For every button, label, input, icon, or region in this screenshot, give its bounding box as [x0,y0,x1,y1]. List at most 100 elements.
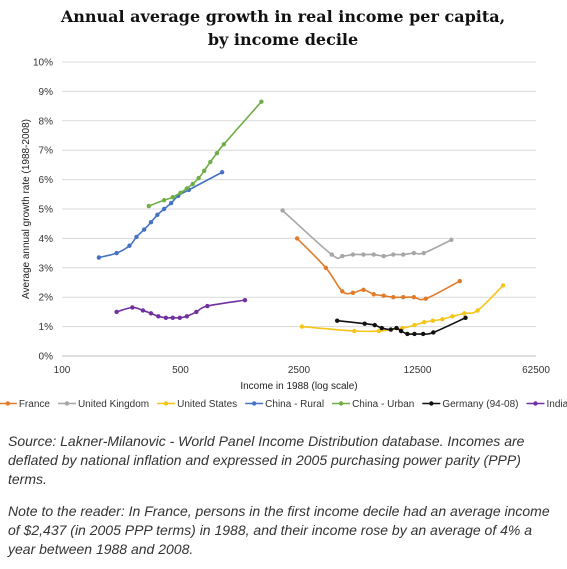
data-point [194,309,199,315]
data-point [430,318,436,323]
data-point [431,330,436,335]
y-tick-label: 10% [33,58,53,69]
y-tick-label: 0% [39,352,54,363]
data-point [398,328,404,334]
legend-label: India [546,399,567,410]
x-tick-label: 2500 [288,365,311,376]
data-point [146,203,151,209]
legend-label: France [19,399,51,410]
data-point [184,186,190,191]
series-lines [96,99,506,337]
data-point [340,253,345,259]
legend-marker [338,401,344,406]
data-point [208,159,213,165]
legend-marker [429,401,434,406]
legend-label: China - Rural [265,399,324,410]
data-point [242,297,248,303]
series-india [114,297,248,320]
y-tick-label: 9% [39,87,54,98]
legend-marker [64,401,70,406]
legend-item-germany-94-08: Germany (94-08) [422,399,518,410]
data-point [401,295,406,300]
x-tick-label: 500 [172,365,189,376]
legend-item-united-kingdom: United Kingdom [57,399,149,410]
data-point [381,253,386,259]
series-china-rural [96,170,225,260]
data-point [177,315,182,320]
legend-marker [5,401,11,406]
legend-marker [533,401,538,406]
data-point [184,314,190,319]
data-point [420,331,426,337]
series-germany-94-08 [334,315,468,337]
legend-marker [163,401,169,406]
data-point [379,325,385,331]
data-point [350,252,356,257]
legend: France United Kingdom United States China -… [0,399,567,410]
data-point [148,220,154,225]
y-tick-label: 8% [39,116,54,127]
data-point [134,234,139,240]
legend-item-china-rural: China - Rural [245,399,324,410]
reader-note: Note to the reader: In France, persons i… [8,503,550,557]
series-line-china-urban [148,101,262,207]
data-point [462,311,467,316]
data-point [475,308,480,313]
source-note: Source: Lakner-Milanovic - World Panel I… [8,433,525,487]
data-point [381,293,386,298]
x-axis-label: Income in 1988 (log scale) [240,381,357,392]
data-point [412,322,417,328]
data-point [401,252,406,257]
series-united-states [299,283,506,334]
x-tick-label: 12500 [404,365,432,376]
series-france [294,236,462,301]
data-point [190,181,195,187]
data-point [362,321,367,326]
data-point [214,150,220,156]
data-point [219,170,225,175]
data-point [350,290,356,295]
data-point [340,289,345,294]
legend-label: China - Urban [352,399,414,410]
y-tick-label: 7% [39,146,54,157]
series-line-united-states [301,284,504,333]
legend-label: United States [177,399,237,410]
data-point [440,317,445,322]
data-point [170,315,175,320]
data-point [372,322,378,328]
data-point [221,142,226,147]
legend-label: Germany (94-08) [442,399,518,410]
legend-item-india: India [526,399,567,410]
data-point [361,287,366,293]
data-point [202,168,207,173]
data-point [156,314,161,319]
data-point [205,303,210,309]
data-point [361,252,366,257]
y-tick-label: 2% [39,293,54,304]
data-point [280,208,285,213]
data-point [168,200,174,206]
data-point [299,324,305,329]
series-line-united-kingdom [282,209,452,260]
data-point [196,175,201,181]
x-tick-labels: 100 500 2500 12500 62500 [54,365,551,376]
y-tick-labels: 0% 1% 2% 3% 4% 5% 6% 7% 8% 9% 10% [33,58,53,363]
data-point [421,250,426,256]
data-point [423,296,429,301]
growth-chart: Annual average growth in real income per… [0,7,567,410]
data-point [411,250,417,256]
data-point [141,227,147,232]
data-point [457,278,462,284]
data-point [388,327,394,332]
data-point [463,315,468,320]
data-point [114,309,119,315]
data-point [178,190,183,196]
chart-title-line-1: Annual average growth in real income per… [60,7,505,26]
y-gridlines [62,61,536,328]
x-tick-label: 100 [54,365,71,376]
data-point [391,295,396,300]
data-point [391,252,396,257]
data-point [334,318,340,323]
data-point [352,328,357,334]
data-point [376,328,382,334]
